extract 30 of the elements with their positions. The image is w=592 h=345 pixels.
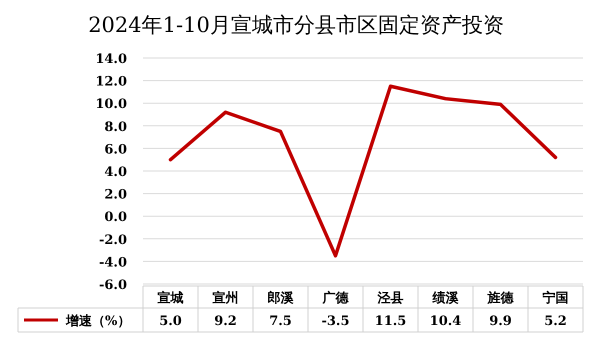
- y-tick-label: 4.0: [104, 165, 127, 180]
- y-tick-label: -6.0: [98, 278, 127, 293]
- y-tick-label: -2.0: [98, 232, 127, 248]
- x-tick-label: 宣州: [212, 290, 238, 306]
- x-tick-label: 绩溪: [432, 291, 460, 306]
- line-series: [168, 84, 558, 258]
- data-label: 9.9: [489, 314, 512, 329]
- data-label: 10.4: [430, 314, 462, 329]
- data-label: 5.2: [544, 314, 567, 329]
- y-tick-label: 8.0: [104, 120, 127, 135]
- y-tick-label: -4.0: [98, 255, 127, 270]
- chart-title: 2024年1-10月宣城市分县市区固定资产投资: [88, 13, 504, 37]
- data-label: 11.5: [374, 314, 406, 329]
- data-label: 5.0: [159, 314, 182, 329]
- x-tick-label: 宁国: [542, 290, 568, 306]
- data-label: 7.5: [269, 314, 292, 329]
- data-label: -3.5: [321, 314, 350, 329]
- y-tick-label: 12.0: [95, 74, 127, 90]
- y-tick-label: 14.0: [95, 52, 127, 67]
- legend-label: 增速（%）: [65, 314, 130, 329]
- y-tick-label: 0.0: [104, 210, 127, 226]
- x-tick-label: 旌德: [486, 290, 514, 306]
- x-tick-label: 泾县: [376, 291, 404, 306]
- y-tick-label: 6.0: [104, 142, 127, 158]
- data-label: 9.2: [214, 314, 237, 329]
- y-tick-label: 2.0: [104, 188, 127, 203]
- y-tick-label: 10.0: [95, 97, 127, 112]
- x-tick-label: 郎溪: [268, 290, 294, 306]
- x-tick-label: 宣城: [158, 290, 184, 306]
- x-tick-label: 广德: [322, 290, 350, 306]
